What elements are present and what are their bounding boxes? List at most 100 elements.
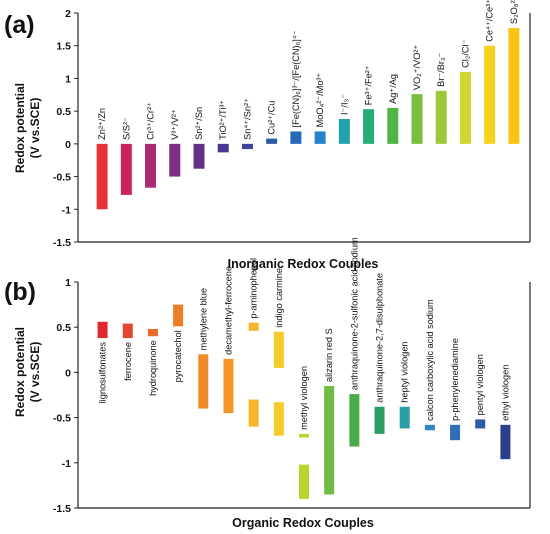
bar-a [459, 71, 471, 144]
category-label-b: decamethyl-ferrocene [223, 266, 233, 355]
category-label-a: Zn²⁺/Zn [97, 108, 107, 140]
range-bar-b [97, 321, 108, 339]
y-tick-label-b: -1.5 [53, 503, 71, 515]
category-label-b: p-aminophenol [249, 258, 259, 319]
category-label-b: heptyl viologen [400, 341, 410, 402]
category-label-b: ethyl viologen [500, 365, 510, 421]
category-label-a: VO₂⁺/VO²⁺ [412, 45, 422, 91]
category-label-a: Br⁻/Br₃⁻ [436, 52, 446, 87]
category-label-a: Cr³⁺/Cr²⁺ [146, 102, 156, 140]
category-label-a: TiO²⁺/Ti³⁺ [218, 100, 228, 140]
range-bar-b [299, 433, 309, 438]
category-label-b: indigo carmine [274, 268, 284, 328]
bar-a [363, 109, 375, 144]
x-axis-title-a: Inorganic Redox Couples [228, 257, 379, 271]
bar-a [217, 143, 229, 153]
bar-a [314, 131, 326, 144]
range-bar-b [399, 406, 410, 429]
bar-a [508, 28, 520, 144]
category-label-b: pentyl viologen [475, 354, 485, 415]
panel-b-organic-chart: (b) 1 0.5 0 -0.5 -1 -1.5 Redox potential(V vs.S… [4, 237, 531, 530]
panel-a-inorganic-chart: (a) 2 1.5 1 0.5 0 -0.5 -1 -1.5 Redox potential(V … [4, 0, 531, 271]
bar-a [145, 143, 157, 188]
y-tick-label-a: 1 [65, 73, 71, 85]
category-label-a: Sn⁴⁺/Sn²⁺ [242, 98, 252, 140]
range-bar-b [248, 322, 259, 331]
category-label-a: Cl₂/Cl⁻ [460, 39, 470, 67]
bar-a [241, 143, 253, 150]
y-tick-label-b: 1 [65, 277, 71, 289]
range-bar-b [349, 394, 360, 447]
y-axis-title-line-b: (V vs.SCE) [28, 342, 42, 403]
category-label-a: Ce⁴⁺/Ce³⁺ [485, 0, 495, 42]
category-label-b: hydroquinone [148, 340, 158, 396]
bar-a [120, 143, 132, 195]
bar-a [484, 45, 496, 144]
category-label-b: lignosulfonates [98, 342, 108, 404]
y-tick-label-b: -1 [62, 458, 71, 470]
x-axis-title-b: Organic Redox Couples [232, 516, 374, 530]
y-tick-label-b: 0 [65, 367, 71, 379]
bar-a [96, 143, 108, 210]
y-axis-title-line-b: Redox potential [13, 327, 27, 417]
category-label-a: Ag⁺/Ag [388, 74, 398, 104]
category-label-b: methylene blue [198, 288, 208, 350]
y-tick-label-b: 0.5 [56, 322, 71, 334]
y-tick-label-a: 1.5 [56, 41, 71, 53]
y-axis-title-line-a: Redox potential [13, 83, 27, 173]
category-label-a: Sn²⁺/Sn [194, 107, 204, 140]
range-bar-b [424, 424, 435, 431]
bar-a [411, 94, 423, 144]
bar-a [169, 143, 181, 177]
category-label-b: anthraquinone-2,7-disulphonate [375, 273, 385, 403]
y-axis-title-line-a: (V vs.SCE) [28, 98, 42, 159]
range-bar-b [324, 385, 335, 495]
bar-a [338, 118, 350, 144]
bar-a [290, 131, 302, 144]
category-label-a: S₂O₈²⁻/SO₄²⁻ [509, 0, 519, 24]
category-label-a: [Fe(CN)₆]³⁻/[Fe(CN)₆]⁴⁻ [291, 30, 301, 127]
category-label-b: alizarin red S [324, 328, 334, 382]
category-label-a: MoO₄²⁻/Mo³⁺ [315, 72, 325, 127]
range-bar-b [248, 399, 259, 427]
category-label-a: V³⁺/V²⁺ [170, 109, 180, 140]
y-axis-title-a: Redox potential(V vs.SCE) [13, 83, 42, 173]
range-bar-b [173, 304, 184, 327]
category-label-a: Cu²⁺/Cu [267, 101, 277, 135]
bar-a [387, 107, 399, 144]
y-tick-label-a: -1.5 [53, 237, 71, 249]
range-bar-b [198, 354, 209, 409]
range-bar-b [223, 358, 234, 414]
y-axis-title-b: Redox potential(V vs.SCE) [13, 327, 42, 417]
category-label-b: methyl viologen [299, 366, 309, 430]
range-bar-b [450, 424, 461, 441]
category-label-b: anthraquinone-2-sulfonic acid sodium [349, 237, 359, 390]
panel-label-b: (b) [4, 278, 36, 306]
panel-label-a: (a) [4, 11, 35, 39]
range-bar-b [500, 424, 511, 460]
y-tick-label-b: -0.5 [53, 413, 71, 425]
category-label-b: calcon carboxylic acid sodium [425, 299, 435, 421]
y-tick-label-a: 0 [65, 139, 71, 151]
y-tick-label-a: 0.5 [56, 106, 71, 118]
y-tick-label-a: 2 [65, 8, 71, 20]
range-bar-b [299, 464, 309, 499]
bar-a [193, 143, 205, 169]
range-bar-b [273, 402, 284, 436]
category-label-b: pyrocatechol [173, 330, 183, 382]
y-tick-label-a: -1 [62, 204, 71, 216]
category-label-b: p-phenylenediamine [450, 338, 460, 421]
bar-a [266, 138, 278, 144]
bar-a [435, 90, 447, 144]
range-bar-b [147, 329, 158, 337]
category-label-a: I⁻/I₃⁻ [339, 94, 349, 115]
y-tick-label-a: -0.5 [53, 172, 71, 184]
category-label-a: S/S²⁻ [121, 117, 131, 140]
category-label-a: Fe³⁺/Fe²⁺ [364, 65, 374, 105]
range-bar-b [475, 419, 486, 429]
range-bar-b [374, 406, 385, 434]
range-bar-b [273, 331, 284, 368]
category-label-b: ferrocene [123, 342, 133, 381]
range-bar-b [122, 323, 133, 339]
